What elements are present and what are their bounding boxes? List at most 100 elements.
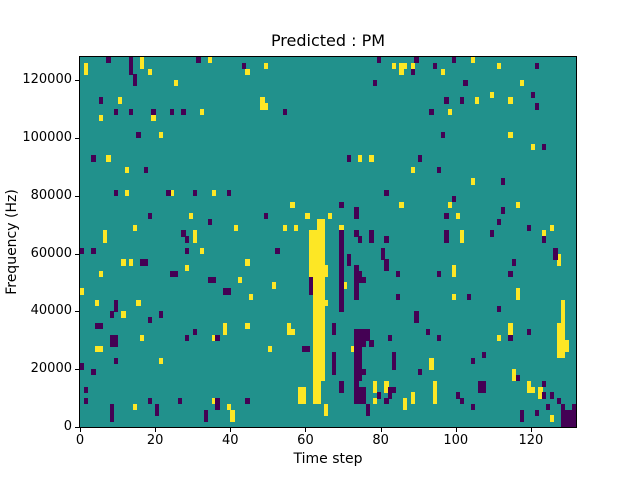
heatmap-cell <box>455 213 460 220</box>
y-tick-label: 60000 <box>30 245 72 261</box>
heatmap-cell <box>497 218 502 226</box>
heatmap-cell <box>158 132 164 139</box>
heatmap-cell <box>121 311 126 318</box>
heatmap-cell <box>534 409 539 416</box>
heatmap-cell <box>482 380 487 393</box>
heatmap-cell <box>170 270 175 278</box>
heatmap-cell <box>151 114 156 122</box>
heatmap-cell <box>158 357 164 364</box>
heatmap-cell <box>173 80 179 87</box>
heatmap-cell <box>339 224 344 231</box>
heatmap-cell <box>83 398 88 405</box>
heatmap-cell <box>448 109 453 116</box>
heatmap-cell <box>185 236 190 243</box>
heatmap-cell <box>403 62 408 70</box>
heatmap-cell <box>542 230 547 237</box>
heatmap-cell <box>395 294 400 301</box>
heatmap-cell <box>560 299 566 359</box>
heatmap-cell <box>196 57 201 64</box>
heatmap-cell <box>106 57 111 64</box>
heatmap-cell <box>564 340 569 353</box>
heatmap-cell <box>226 288 231 295</box>
heatmap-cell <box>515 374 521 382</box>
heatmap-cell <box>305 213 310 220</box>
heatmap-cell <box>429 357 434 370</box>
heatmap-cell <box>98 97 104 104</box>
heatmap-cell <box>147 68 152 75</box>
heatmap-cell <box>373 80 378 87</box>
heatmap-cell <box>282 109 288 116</box>
heatmap-cell <box>290 201 295 208</box>
heatmap-cell <box>316 218 321 405</box>
heatmap-cell <box>204 409 209 422</box>
heatmap-cell <box>301 386 306 405</box>
heatmap-cell <box>147 317 152 324</box>
y-tick-mark <box>75 311 79 313</box>
heatmap-cell <box>143 166 149 174</box>
heatmap-cell <box>376 57 382 64</box>
heatmap-cell <box>459 97 464 104</box>
heatmap-cell <box>294 224 299 231</box>
heatmap-cell <box>508 322 513 335</box>
heatmap-cell <box>542 392 547 399</box>
heatmap-cell <box>530 143 536 150</box>
heatmap-cell <box>444 230 449 243</box>
heatmap-cell <box>508 132 513 139</box>
heatmap-cell <box>128 109 134 116</box>
heatmap-cell <box>226 189 231 197</box>
heatmap-cell <box>444 213 449 220</box>
heatmap-cell <box>361 328 367 347</box>
heatmap-cell <box>237 276 243 283</box>
heatmap-cell <box>230 409 235 422</box>
heatmap-cell <box>117 97 122 104</box>
heatmap-cell <box>497 305 502 312</box>
x-tick-mark <box>530 428 532 432</box>
heatmap-cell <box>373 398 378 405</box>
heatmap-cell <box>497 334 502 341</box>
heatmap-cell <box>572 403 576 427</box>
y-tick-mark <box>75 253 79 255</box>
heatmap-cell <box>125 189 130 197</box>
plot-area <box>79 56 577 428</box>
heatmap-cell <box>264 103 269 110</box>
heatmap-cell <box>211 189 216 197</box>
heatmap-cell <box>320 218 325 382</box>
heatmap-cell <box>324 403 329 416</box>
heatmap-cell <box>140 334 145 341</box>
heatmap-cell <box>373 380 378 393</box>
heatmap-cell <box>560 403 566 427</box>
heatmap-cell <box>132 403 137 411</box>
heatmap-cell <box>98 322 104 330</box>
x-tick-mark <box>155 428 157 432</box>
heatmap-cell <box>339 230 344 312</box>
heatmap-cell <box>331 322 336 335</box>
heatmap-cell <box>549 392 554 399</box>
heatmap-cell <box>222 288 228 295</box>
heatmap-cell <box>324 265 329 278</box>
heatmap-cell <box>331 351 336 376</box>
heatmap-cell <box>564 409 569 427</box>
heatmap-cell <box>459 398 464 405</box>
heatmap-cell <box>512 259 517 266</box>
y-tick-label: 100000 <box>22 129 72 145</box>
heatmap-cell <box>515 201 521 208</box>
heatmap-cell <box>519 80 524 87</box>
heatmap-cell <box>324 299 329 307</box>
heatmap-cell <box>463 80 468 87</box>
heatmap-cell <box>166 189 171 197</box>
heatmap-cell <box>328 213 333 220</box>
heatmap-cell <box>264 213 269 220</box>
heatmap-cell <box>440 68 445 75</box>
heatmap-cell <box>121 259 126 266</box>
y-tick-mark <box>75 195 79 197</box>
heatmap-cell <box>312 230 318 405</box>
heatmap-cell <box>211 334 216 341</box>
heatmap-cell <box>226 403 231 411</box>
heatmap-cell <box>211 276 216 283</box>
heatmap-cell <box>207 57 212 64</box>
heatmap-cell <box>418 155 423 162</box>
x-axis-label: Time step <box>293 451 363 467</box>
heatmap-cell <box>508 270 513 278</box>
heatmap-cell <box>260 97 265 110</box>
heatmap-cell <box>384 259 389 272</box>
